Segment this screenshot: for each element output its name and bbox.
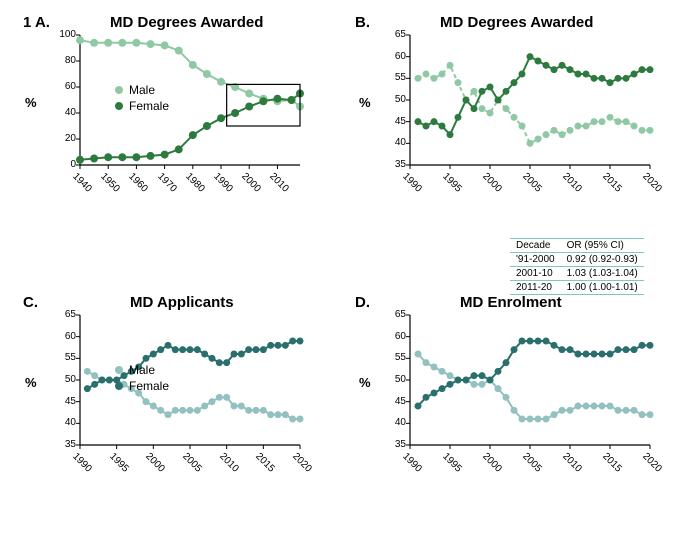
ytick-label: 55 (388, 72, 406, 83)
legend-label: Male (129, 83, 155, 97)
stats-cell: 2001-10 (510, 267, 561, 281)
ytick-label: 100 (58, 29, 76, 40)
ytick-label: 65 (388, 309, 406, 320)
table-row: '91-20000.92 (0.92-0.93) (510, 253, 644, 267)
ytick-label: 50 (58, 374, 76, 385)
stats-cell: 2011-20 (510, 281, 561, 295)
legend-a: Male Female (115, 83, 169, 115)
legend-item: Female (115, 379, 169, 393)
ytick-label: 35 (58, 439, 76, 450)
legend-item: Male (115, 83, 169, 97)
ytick-label: 80 (58, 55, 76, 66)
ytick-label: 0 (58, 159, 76, 170)
ytick-label: 40 (58, 107, 76, 118)
legend-c: Male Female (115, 363, 169, 395)
legend-item: Female (115, 99, 169, 113)
ytick-label: 40 (388, 417, 406, 428)
ytick-label: 50 (388, 374, 406, 385)
panel-label-b: B. (355, 14, 370, 31)
panel-label-c: C. (23, 294, 38, 311)
chart-c (50, 305, 310, 505)
ytick-label: 40 (58, 417, 76, 428)
ylabel-c: % (25, 375, 37, 390)
ytick-label: 55 (58, 352, 76, 363)
ytick-label: 60 (58, 331, 76, 342)
stats-cell: 1.00 (1.00-1.01) (561, 281, 644, 295)
chart-a (50, 25, 310, 225)
legend-label: Female (129, 99, 169, 113)
ytick-label: 55 (388, 352, 406, 363)
ytick-label: 20 (58, 133, 76, 144)
ytick-label: 35 (388, 439, 406, 450)
ytick-label: 50 (388, 94, 406, 105)
ytick-label: 65 (58, 309, 76, 320)
stats-cell: 0.92 (0.92-0.93) (561, 253, 644, 267)
chart-b (380, 25, 660, 225)
legend-dot-icon (115, 366, 123, 374)
ytick-label: 45 (58, 396, 76, 407)
panel-label-a: 1 A. (23, 14, 50, 31)
table-row: 2001-101.03 (1.03-1.04) (510, 267, 644, 281)
legend-dot-icon (115, 382, 123, 390)
ytick-label: 60 (388, 51, 406, 62)
legend-label: Female (129, 379, 169, 393)
legend-dot-icon (115, 86, 123, 94)
ylabel-b: % (359, 95, 371, 110)
stats-table: DecadeOR (95% CI)'91-20000.92 (0.92-0.93… (510, 238, 644, 295)
stats-header-cell: OR (95% CI) (561, 239, 644, 253)
ylabel-a: % (25, 95, 37, 110)
table-row: 2011-201.00 (1.00-1.01) (510, 281, 644, 295)
legend-label: Male (129, 363, 155, 377)
ylabel-d: % (359, 375, 371, 390)
legend-dot-icon (115, 102, 123, 110)
panel-label-d: D. (355, 294, 370, 311)
ytick-label: 45 (388, 116, 406, 127)
stats-header-cell: Decade (510, 239, 561, 253)
stats-cell: 1.03 (1.03-1.04) (561, 267, 644, 281)
ytick-label: 60 (58, 81, 76, 92)
ytick-label: 45 (388, 396, 406, 407)
ytick-label: 65 (388, 29, 406, 40)
stats-cell: '91-2000 (510, 253, 561, 267)
ytick-label: 60 (388, 331, 406, 342)
chart-d (380, 305, 660, 505)
ytick-label: 35 (388, 159, 406, 170)
legend-item: Male (115, 363, 169, 377)
ytick-label: 40 (388, 137, 406, 148)
